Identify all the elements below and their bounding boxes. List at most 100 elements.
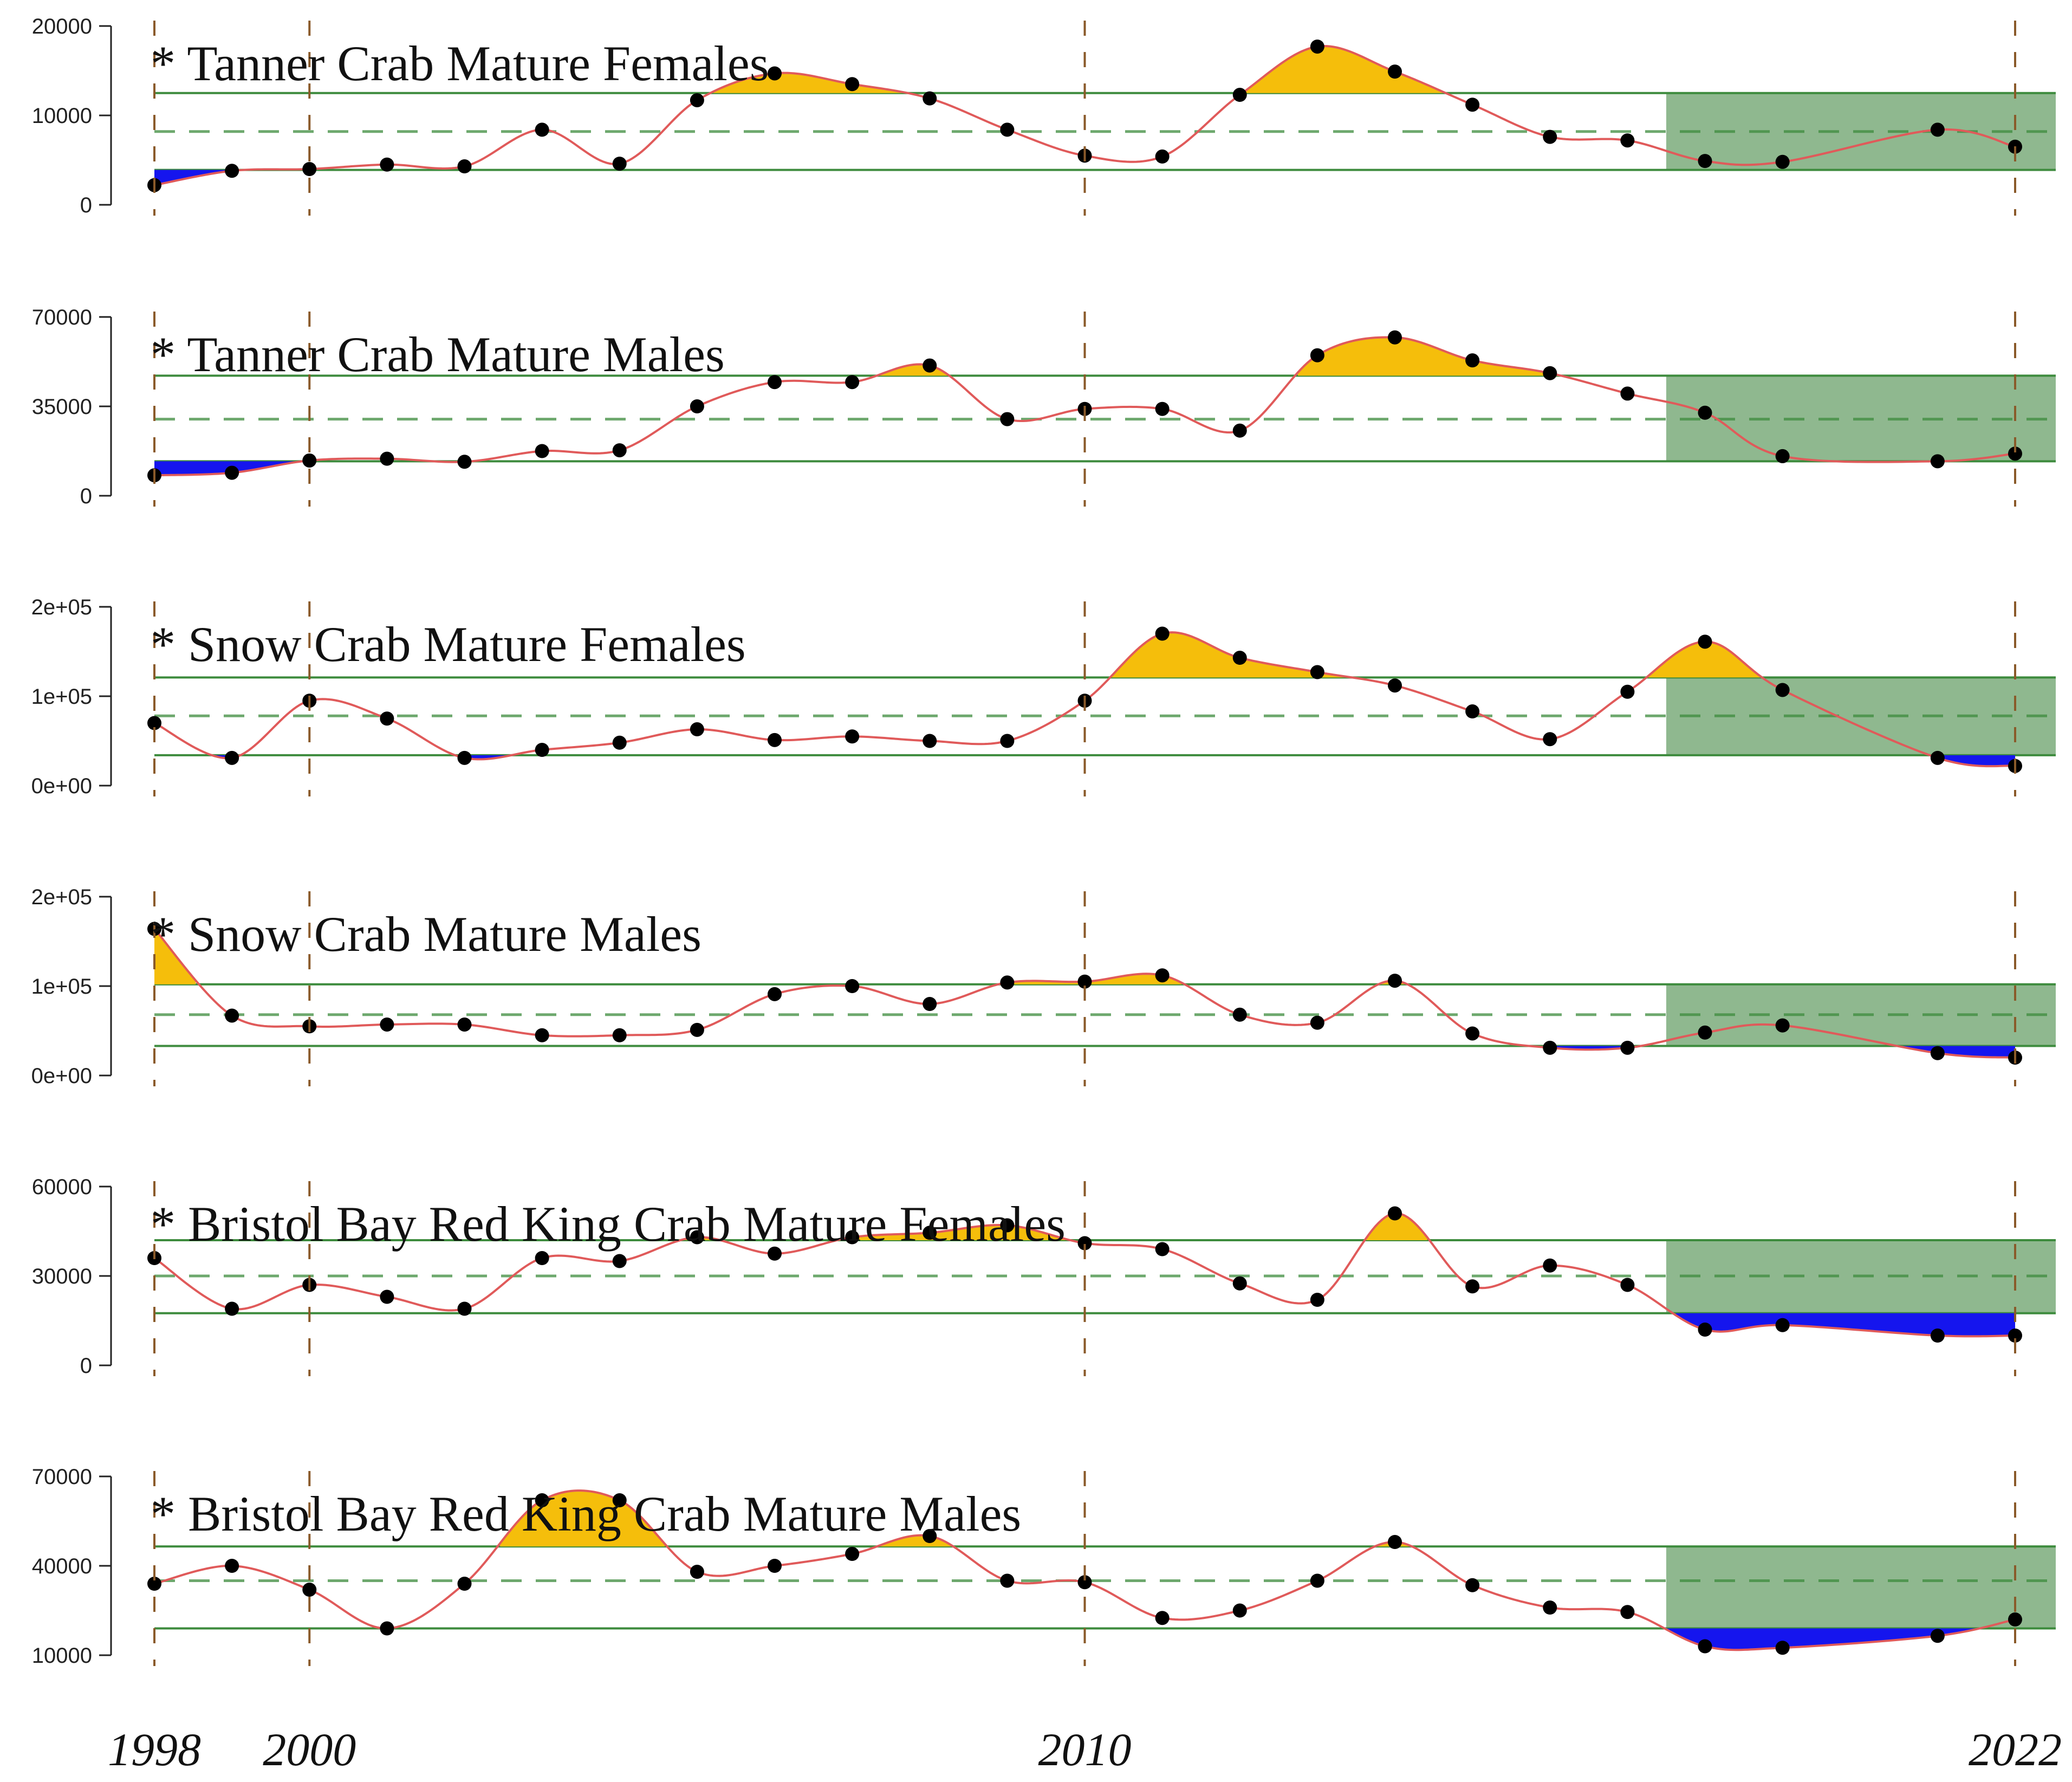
data-point — [1388, 678, 1402, 693]
data-point — [1543, 129, 1557, 144]
above-threshold-fill — [713, 73, 907, 93]
data-point — [1000, 1218, 1015, 1233]
data-point — [612, 157, 627, 171]
data-point — [1155, 401, 1170, 416]
data-point — [1000, 734, 1015, 748]
data-point — [923, 997, 937, 1011]
data-point — [1388, 64, 1402, 79]
data-point — [457, 1577, 472, 1591]
data-point — [690, 722, 704, 737]
data-point — [768, 987, 782, 1001]
recent-window-shade — [1666, 1546, 2056, 1629]
x-tick-label: 1998 — [108, 1723, 201, 1775]
data-point — [1620, 1278, 1635, 1292]
above-threshold-fill — [878, 364, 950, 376]
y-tick-label: 60000 — [32, 1175, 92, 1199]
data-point — [1232, 1007, 1247, 1022]
data-point — [1930, 750, 1945, 765]
data-point — [923, 91, 937, 106]
data-point — [1698, 1025, 1712, 1040]
data-point — [845, 1547, 860, 1561]
data-point — [535, 444, 549, 458]
data-point — [535, 1251, 549, 1265]
data-point — [690, 1022, 704, 1037]
data-point — [380, 711, 394, 726]
chart-panel: 0 10000 20000 * Tanner Crab Mature Females — [32, 15, 2056, 217]
data-point — [923, 1226, 937, 1240]
data-point — [1077, 974, 1092, 989]
data-point — [535, 743, 549, 757]
data-point — [225, 164, 239, 178]
data-point — [845, 375, 860, 390]
below-threshold-fill — [1932, 755, 2015, 767]
data-point — [612, 1028, 627, 1042]
data-point — [1155, 968, 1170, 983]
data-point — [845, 1230, 860, 1245]
data-point — [1698, 154, 1712, 169]
data-point — [1388, 330, 1402, 345]
x-axis-labels: 1998 2000 2010 2022 — [108, 1723, 2062, 1775]
y-tick-label: 2e+05 — [31, 595, 92, 619]
data-point — [302, 453, 317, 468]
data-point — [845, 979, 860, 993]
y-tick-label: 0e+00 — [31, 774, 92, 798]
series-line — [154, 631, 2016, 768]
data-point — [147, 716, 161, 730]
y-tick-label: 35000 — [32, 395, 92, 419]
panel-title: * Tanner Crab Mature Males — [151, 327, 725, 382]
data-point — [1775, 1318, 1790, 1332]
data-point — [1620, 1605, 1635, 1619]
data-point — [690, 1230, 704, 1245]
y-tick-label: 0 — [80, 193, 92, 217]
data-point — [1698, 1323, 1712, 1337]
data-point — [1310, 1573, 1324, 1588]
series-line — [153, 928, 2016, 1059]
data-point — [1310, 39, 1324, 54]
data-point — [225, 1008, 239, 1023]
data-point — [923, 358, 937, 373]
data-point — [1620, 133, 1635, 148]
x-tick-label: 2010 — [1038, 1723, 1132, 1775]
data-point — [1543, 732, 1557, 747]
panel-title: * Snow Crab Mature Females — [151, 617, 746, 672]
data-point — [1232, 423, 1247, 438]
data-point — [1543, 366, 1557, 380]
above-threshold-fill — [1243, 46, 1444, 93]
y-tick-label: 70000 — [32, 306, 92, 329]
above-threshold-fill — [1298, 337, 1560, 376]
data-point — [1930, 454, 1945, 469]
y-tick-label: 2e+05 — [31, 885, 92, 909]
data-point — [1620, 386, 1635, 401]
data-point — [1775, 449, 1790, 463]
y-tick-label: 0 — [80, 1354, 92, 1378]
data-point — [1310, 1015, 1324, 1030]
data-point — [1930, 1046, 1945, 1060]
data-point — [1930, 1629, 1945, 1643]
data-point — [1775, 683, 1790, 697]
series-line — [154, 336, 2016, 477]
panel-title: * Bristol Bay Red King Crab Mature Males — [151, 1486, 1021, 1541]
chart-panel: 0 30000 60000 * Bristol Bay Red King Crab M… — [32, 1175, 2056, 1378]
data-point — [1077, 1575, 1092, 1590]
data-point — [1543, 1040, 1557, 1055]
data-point — [612, 1254, 627, 1268]
data-point — [380, 1017, 394, 1032]
y-tick-label: 10000 — [32, 1644, 92, 1668]
data-point — [768, 375, 782, 390]
x-tick-label: 2022 — [1969, 1723, 2062, 1775]
data-point — [1543, 1258, 1557, 1273]
data-point — [1930, 122, 1945, 137]
below-threshold-fill — [1902, 1046, 2015, 1058]
data-point — [1155, 1611, 1170, 1625]
data-point — [612, 1493, 627, 1507]
data-point — [380, 157, 394, 172]
data-point — [1388, 1535, 1402, 1549]
data-point — [1232, 1603, 1247, 1618]
data-point — [1232, 1276, 1247, 1291]
chart-panel: 0 35000 70000 * Tanner Crab Mature Males — [32, 306, 2056, 508]
data-point — [1465, 1578, 1480, 1592]
data-point — [690, 1565, 704, 1579]
data-point — [1000, 412, 1015, 426]
data-point — [612, 735, 627, 750]
